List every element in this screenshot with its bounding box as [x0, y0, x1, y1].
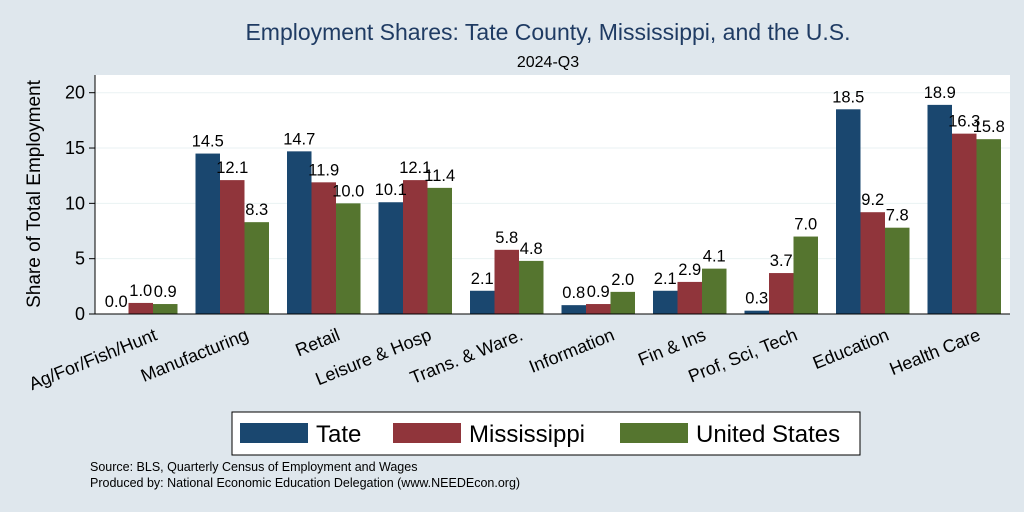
x-tick-label: Ag/For/Fish/Hunt: [26, 325, 160, 395]
y-tick-label: 10: [65, 193, 85, 213]
x-tick-label: Information: [526, 325, 617, 377]
y-tick-label: 0: [75, 304, 85, 324]
bar-united-states: [244, 222, 269, 314]
data-label: 18.9: [924, 84, 956, 102]
data-label: 5.8: [495, 229, 518, 247]
bar-united-states: [702, 268, 727, 314]
bar-tate: [287, 151, 312, 314]
y-tick-label: 5: [75, 249, 85, 269]
bar-mississippi: [403, 180, 428, 314]
bar-united-states: [885, 227, 910, 314]
bar-united-states: [153, 304, 178, 314]
legend-box: [231, 411, 861, 456]
bar-united-states: [427, 187, 452, 314]
bar-tate: [927, 104, 952, 314]
data-label: 4.8: [520, 240, 543, 258]
bars: [128, 104, 1001, 314]
data-label: 10.1: [375, 181, 407, 199]
produced-by-note: Produced by: National Economic Education…: [90, 476, 520, 490]
bar-united-states: [519, 260, 544, 314]
data-label: 0.3: [745, 290, 768, 308]
y-axis-label: Share of Total Employment: [24, 79, 45, 307]
data-labels: 0.01.0 0.914.512.18.314.711.910.0 10.112.1…: [105, 84, 1005, 311]
data-label: 7.0: [794, 216, 817, 234]
data-label: 8.3: [245, 201, 268, 219]
x-tick-label: Education: [810, 325, 892, 374]
data-label: 11.9: [308, 161, 339, 179]
bar-tate: [836, 109, 861, 314]
data-label: 3.7: [770, 252, 793, 270]
data-label: 12.1: [216, 159, 248, 177]
data-label: 2.1: [471, 270, 494, 288]
bar-united-states: [976, 139, 1001, 314]
data-label: 0.8: [562, 284, 585, 302]
data-label: 18.5: [832, 88, 864, 106]
data-label: 0.0: [105, 293, 128, 311]
data-label: 4.1: [703, 248, 726, 266]
data-label: 2.9: [678, 261, 701, 279]
data-label: 14.7: [283, 130, 315, 148]
bar-mississippi: [769, 273, 794, 314]
bar-mississippi: [860, 212, 885, 314]
bar-tate: [744, 310, 769, 314]
y-axis: 0 5 10 15 20: [65, 75, 96, 324]
legend-label: Tate: [316, 421, 361, 448]
legend-swatch: [240, 423, 308, 443]
data-label: 16.3: [948, 113, 980, 131]
bar-tate: [470, 290, 495, 314]
data-label: 9.2: [861, 191, 884, 209]
data-label: 11.4: [424, 167, 455, 185]
bar-tate: [195, 153, 220, 314]
legend-label: United States: [696, 421, 840, 448]
data-label: 7.8: [886, 207, 909, 225]
legend: Tate Mississippi United States: [231, 411, 861, 456]
data-label: 15.8: [973, 118, 1005, 136]
bar-united-states: [336, 203, 361, 314]
bar-united-states: [610, 291, 635, 314]
bar-tate: [561, 305, 586, 314]
x-tick-label: Health Care: [887, 325, 984, 380]
legend-swatch: [620, 423, 688, 443]
bar-mississippi: [220, 180, 245, 314]
data-label: 14.5: [192, 133, 224, 151]
data-label: 2.0: [611, 271, 634, 289]
source-note: Source: BLS, Quarterly Census of Employm…: [90, 460, 417, 474]
bar-tate: [378, 202, 403, 314]
bar-mississippi: [128, 302, 153, 314]
legend-label: Mississippi: [469, 421, 585, 448]
bar-mississippi: [677, 281, 702, 314]
y-tick-label: 20: [65, 83, 85, 103]
data-label: 12.1: [399, 159, 431, 177]
bar-mississippi: [311, 182, 336, 314]
bar-mississippi: [952, 133, 977, 314]
legend-swatch: [393, 423, 461, 443]
chart-subtitle: 2024-Q3: [517, 54, 579, 71]
bar-united-states: [793, 236, 818, 314]
bar-mississippi: [586, 304, 611, 314]
x-tick-label: Retail: [292, 325, 342, 361]
y-tick-label: 15: [65, 138, 85, 158]
bar-mississippi: [494, 249, 519, 314]
data-label: 10.0: [332, 182, 364, 200]
data-label: 0.9: [587, 283, 610, 301]
chart-title: Employment Shares: Tate County, Mississi…: [245, 19, 850, 45]
data-label: 0.9: [154, 283, 177, 301]
data-label: 1.0: [129, 282, 152, 300]
data-label: 2.1: [654, 270, 677, 288]
bar-tate: [653, 290, 678, 314]
